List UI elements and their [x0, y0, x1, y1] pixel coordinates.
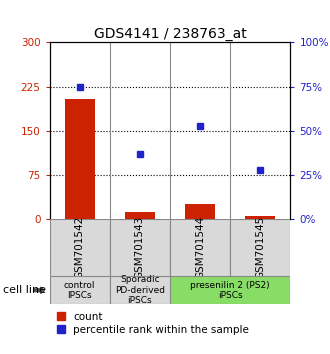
Bar — [185, 204, 215, 219]
Text: control
IPSCs: control IPSCs — [64, 281, 95, 300]
Bar — [170, 219, 230, 276]
Title: GDS4141 / 238763_at: GDS4141 / 238763_at — [94, 28, 246, 41]
Bar — [50, 276, 110, 304]
Text: GSM701544: GSM701544 — [195, 216, 205, 279]
Bar — [125, 212, 155, 219]
Bar — [50, 219, 110, 276]
Bar — [230, 219, 290, 276]
Text: presenilin 2 (PS2)
iPSCs: presenilin 2 (PS2) iPSCs — [190, 281, 270, 300]
Text: GSM701542: GSM701542 — [75, 216, 84, 279]
Bar — [110, 219, 170, 276]
Text: GSM701545: GSM701545 — [255, 216, 265, 279]
Legend: count, percentile rank within the sample: count, percentile rank within the sample — [55, 310, 251, 337]
Text: GSM701543: GSM701543 — [135, 216, 145, 279]
Text: Sporadic
PD-derived
iPSCs: Sporadic PD-derived iPSCs — [115, 275, 165, 305]
Bar — [110, 276, 170, 304]
Text: cell line: cell line — [3, 285, 46, 295]
Bar — [170, 276, 290, 304]
Bar — [65, 98, 95, 219]
Bar — [245, 216, 275, 219]
